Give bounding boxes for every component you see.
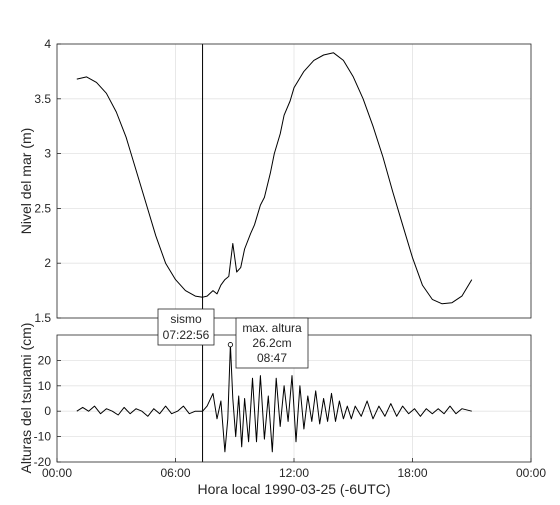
max-height-annotation: max. altura 26.2cm 08:47 (235, 317, 309, 369)
tsunami-y-tick-label: 20 (38, 353, 52, 367)
x-tick-label: 00:00 (516, 466, 546, 480)
x-tick-label: 00:00 (42, 466, 72, 480)
sea-level-y-tick-label: 2 (44, 256, 51, 270)
quake-annotation-label: sismo (170, 312, 202, 326)
sea-level-y-ticks: 1.5 2 2.5 3 3.5 4 (34, 37, 61, 325)
max-height-annotation-box (235, 317, 309, 369)
peak-marker (227, 342, 234, 348)
quake-annotation-time: 07:22:56 (163, 328, 210, 342)
sea-level-series (76, 52, 473, 305)
sea-level-y-tick-label: 4 (44, 37, 51, 51)
x-tick-label: 12:00 (279, 466, 309, 480)
tsunami-y-tick-label: -10 (34, 430, 52, 444)
tsunami-y-ticks: -20 -10 0 10 20 (34, 353, 61, 469)
tsunami-series-line (76, 344, 472, 453)
sea-level-y-tick-label: 3.5 (34, 92, 51, 106)
quake-annotation-box (157, 308, 215, 346)
x-tick-label: 18:00 (397, 466, 427, 480)
tsunami-y-tick-label: 10 (38, 379, 52, 393)
tsunami-y-tick-label: 0 (44, 404, 51, 418)
tsunami-y-axis-label: Alturas del tsunami (cm) (18, 323, 34, 474)
sea-level-y-tick-label: 3 (44, 147, 51, 161)
x-tick-label: 06:00 (160, 466, 190, 480)
max-height-annotation-value: 26.2cm (252, 336, 291, 350)
sea-level-panel: 1.5 2 2.5 3 3.5 4 Nivel del mar (m) (18, 37, 532, 325)
tsunami-series (76, 344, 472, 453)
sea-level-y-axis-label: Nivel del mar (m) (18, 128, 34, 235)
tsunami-peak (227, 342, 234, 348)
tsunami-x-axis-label: Hora local 1990-03-25 (-6UTC) (198, 481, 391, 497)
sea-level-series-line (76, 52, 473, 305)
quake-annotation: sismo 07:22:56 (157, 308, 215, 346)
sea-level-y-tick-label: 1.5 (34, 311, 51, 325)
max-height-annotation-label: max. altura (242, 321, 302, 335)
tsunami-y-tick-label: -20 (34, 455, 52, 469)
tsunami-x-ticks: 00:00 06:00 12:00 18:00 00:00 (42, 458, 546, 480)
sea-level-y-tick-label: 2.5 (34, 201, 51, 215)
max-height-annotation-time: 08:47 (257, 351, 287, 365)
